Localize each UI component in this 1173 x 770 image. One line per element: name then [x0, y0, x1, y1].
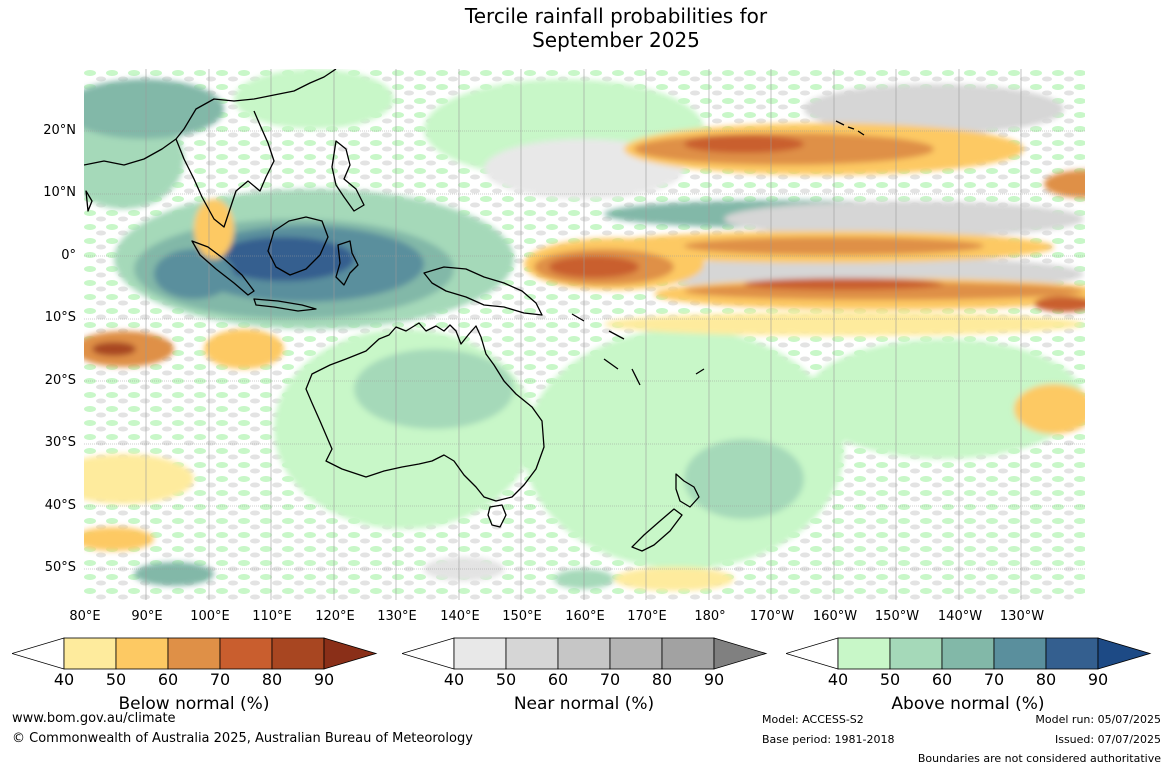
colorbar-above-tick: 40 [827, 670, 849, 689]
colorbar-above-segment-6 [1097, 637, 1152, 670]
colorbar-near-label: Near normal (%) [513, 694, 655, 714]
asia-mainland-coastline [84, 69, 337, 228]
boundaries-disclaimer: Boundaries are not considered authoritat… [917, 752, 1161, 765]
lon-label-120e: 120°E [315, 609, 355, 624]
tasmania-coastline [487, 504, 507, 528]
colorbar-below-segment-5 [271, 637, 325, 670]
java-coastline [253, 298, 317, 312]
colorbar-above-tick: 90 [1087, 670, 1109, 689]
lat-label-10s: 10°S [44, 310, 76, 325]
colorbar-below-normal [12, 637, 378, 670]
colorbar-above-tick: 50 [879, 670, 901, 689]
lon-label-130w: 130°W [999, 609, 1045, 624]
new-zealand-coastline [675, 473, 700, 508]
australia-coastline [305, 322, 545, 502]
lon-label-150w: 150°W [874, 609, 920, 624]
hawaii-coastline [835, 120, 865, 136]
colorbar-below-label: Below normal (%) [118, 694, 270, 714]
colorbar-above-segment-3 [941, 637, 995, 670]
model-name: Model: ACCESS-S2 [762, 713, 864, 726]
colorbar-above-segment-1 [837, 637, 891, 670]
borneo-coastline [267, 216, 329, 276]
lat-label-10n: 10°N [43, 185, 76, 200]
colorbar-near-tick: 40 [443, 670, 465, 689]
lon-label-170w: 170°W [749, 609, 795, 624]
title-line-2: September 2025 [532, 28, 700, 52]
lon-label-90e: 90°E [131, 609, 163, 624]
philippines-coastline [331, 140, 365, 212]
lon-label-160w: 160°W [812, 609, 858, 624]
colorbar-near-segment-5 [661, 637, 715, 670]
lat-label-30s: 30°S [44, 435, 76, 450]
colorbar-below-tick: 40 [53, 670, 75, 689]
colorbar-below-segment-6 [323, 637, 378, 670]
colorbar-near-segment-1 [453, 637, 507, 670]
colorbar-below-segment-4 [219, 637, 273, 670]
colorbar-near-segment-0 [402, 637, 455, 670]
colorbar-near-segment-4 [609, 637, 663, 670]
colorbar-near-tick: 80 [651, 670, 673, 689]
andaman-coastline [85, 190, 93, 212]
lon-label-180: 180° [694, 609, 726, 624]
lat-label-40s: 40°S [44, 498, 76, 513]
colorbar-above-segment-5 [1045, 637, 1099, 670]
colorbar-near-normal [402, 637, 768, 670]
colorbar-below-tick: 50 [105, 670, 127, 689]
issued-date: Issued: 07/07/2025 [1054, 733, 1161, 746]
new-guinea-coastline [423, 266, 543, 316]
lon-label-140e: 140°E [440, 609, 480, 624]
colorbar-near-tick: 90 [703, 670, 725, 689]
colorbar-below-tick: 60 [157, 670, 179, 689]
probability-map [84, 69, 1085, 600]
lon-label-80e: 80°E [69, 609, 101, 624]
lon-label-110e: 110°E [252, 609, 292, 624]
colorbar-below-segment-3 [167, 637, 221, 670]
lon-label-170e: 170°E [627, 609, 667, 624]
sumatra-coastline [191, 240, 255, 296]
colorbar-below-tick: 80 [261, 670, 283, 689]
colorbar-above-segment-4 [993, 637, 1047, 670]
new-zealand-south-coastline [631, 508, 683, 552]
colorbar-above-segment-2 [889, 637, 943, 670]
lon-label-130e: 130°E [377, 609, 417, 624]
lon-label-140w: 140°W [937, 609, 983, 624]
colorbar-near-segment-6 [713, 637, 768, 670]
colorbar-near-tick: 70 [599, 670, 621, 689]
colorbar-near-tick: 50 [495, 670, 517, 689]
colorbar-below-segment-2 [115, 637, 169, 670]
colorbar-below-segment-1 [63, 637, 117, 670]
rainfall-probability-field [84, 69, 1085, 591]
colorbar-below-tick: 90 [313, 670, 335, 689]
lon-label-100e: 100°E [190, 609, 230, 624]
colorbar-below-segment-0 [12, 637, 65, 670]
website-link[interactable]: www.bom.gov.au/climate [12, 711, 176, 726]
model-run-date: Model run: 05/07/2025 [1035, 713, 1161, 726]
lat-label-0: 0° [61, 248, 76, 263]
coastlines [84, 69, 865, 552]
lon-label-160e: 160°E [565, 609, 605, 624]
lon-label-150e: 150°E [502, 609, 542, 624]
map-title: Tercile rainfall probabilities for Septe… [0, 4, 1173, 52]
colorbar-near-segment-3 [557, 637, 611, 670]
colorbar-near-segment-2 [505, 637, 559, 670]
lat-label-20n: 20°N [43, 123, 76, 138]
colorbar-above-segment-0 [786, 637, 839, 670]
title-line-1: Tercile rainfall probabilities for [464, 4, 768, 28]
colorbar-above-tick: 80 [1035, 670, 1057, 689]
copyright-notice: © Commonwealth of Australia 2025, Austra… [12, 731, 473, 746]
colorbar-above-normal [786, 637, 1152, 670]
lat-label-50s: 50°S [44, 560, 76, 575]
lat-label-20s: 20°S [44, 373, 76, 388]
colorbar-below-tick: 70 [209, 670, 231, 689]
colorbar-near-tick: 60 [547, 670, 569, 689]
base-period: Base period: 1981-2018 [762, 733, 895, 746]
colorbar-above-tick: 70 [983, 670, 1005, 689]
colorbar-above-tick: 60 [931, 670, 953, 689]
pacific-islands-coastline [571, 313, 705, 386]
colorbar-above-label: Above normal (%) [891, 694, 1045, 714]
sulawesi-coastline [335, 240, 359, 286]
